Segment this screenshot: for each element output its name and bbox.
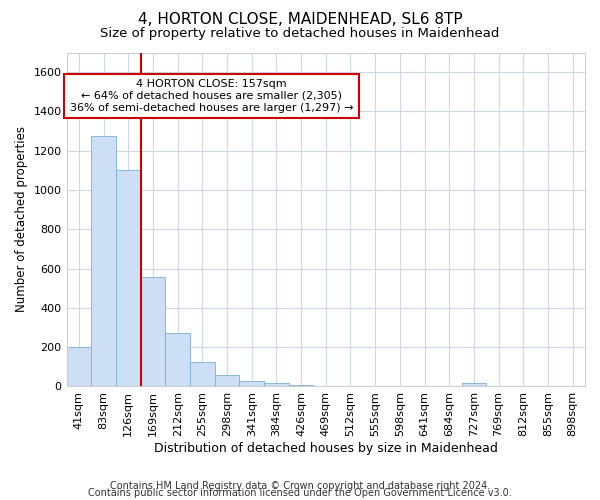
Text: 4 HORTON CLOSE: 157sqm
← 64% of detached houses are smaller (2,305)
36% of semi-: 4 HORTON CLOSE: 157sqm ← 64% of detached… (70, 80, 353, 112)
Bar (165, 334, 190, 386)
Text: Contains public sector information licensed under the Open Government Licence v3: Contains public sector information licen… (88, 488, 512, 498)
Text: Contains HM Land Registry data © Crown copyright and database right 2024.: Contains HM Land Registry data © Crown c… (110, 481, 490, 491)
Bar (190, 362, 215, 386)
Bar (116, 170, 140, 386)
Bar (215, 374, 239, 386)
Bar (140, 278, 165, 386)
Bar (91, 136, 116, 386)
Bar (264, 383, 289, 386)
Y-axis label: Number of detached properties: Number of detached properties (15, 126, 28, 312)
X-axis label: Distribution of detached houses by size in Maidenhead: Distribution of detached houses by size … (154, 442, 498, 455)
Text: 4, HORTON CLOSE, MAIDENHEAD, SL6 8TP: 4, HORTON CLOSE, MAIDENHEAD, SL6 8TP (137, 12, 463, 28)
Bar (239, 380, 264, 386)
Bar (67, 347, 91, 387)
Bar (461, 383, 486, 386)
Text: Size of property relative to detached houses in Maidenhead: Size of property relative to detached ho… (100, 28, 500, 40)
